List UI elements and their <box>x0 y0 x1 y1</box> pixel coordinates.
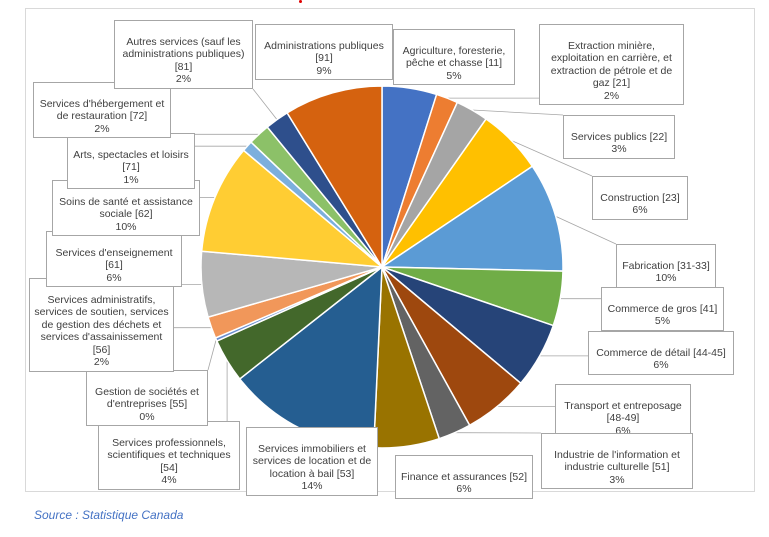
label-commerce-gros: Commerce de gros [41] 5% <box>601 287 724 331</box>
label-extraction: Extraction minière, exploitation en carr… <box>539 24 684 105</box>
label-autres-services: Autres services (sauf les administration… <box>114 20 253 89</box>
label-construction: Construction [23] 6% <box>592 176 688 220</box>
leader-line-18 <box>252 88 278 120</box>
leader-lines <box>171 88 617 434</box>
pie-slices <box>200 85 564 449</box>
label-information: Industrie de l'information et industrie … <box>541 433 693 489</box>
label-fabrication: Fabrication [31-33] 10% <box>616 244 716 288</box>
label-agriculture: Agriculture, foresterie, pêche et chasse… <box>393 29 515 85</box>
leader-line-12 <box>207 339 217 371</box>
label-commerce-detail: Commerce de détail [44-45] 6% <box>588 331 734 375</box>
label-sante: Soins de santé et assistance sociale [62… <box>52 180 200 236</box>
chart-area: Agriculture, foresterie, pêche et chasse… <box>25 8 755 499</box>
pie-slice-19 <box>286 85 383 270</box>
label-transport: Transport et entreposage [48-49] 6% <box>555 384 691 440</box>
label-enseignement: Services d'enseignement [61] 6% <box>46 231 182 287</box>
leader-line-4 <box>555 216 617 245</box>
label-services-publics: Services publics [22] 3% <box>563 115 675 159</box>
pie-chart <box>171 85 617 449</box>
label-immobilier: Services immobiliers et services de loca… <box>246 427 378 496</box>
marker-dot <box>299 0 302 3</box>
label-administrations: Administrations publiques [91] 9% <box>255 24 393 80</box>
leader-line-2 <box>472 109 564 116</box>
label-arts: Arts, spectacles et loisirs [71] 1% <box>67 133 195 189</box>
label-gestion: Gestion de sociétés et d'entreprises [55… <box>86 370 208 426</box>
label-finance: Finance et assurances [52] 6% <box>395 455 533 499</box>
source-note: Source : Statistique Canada <box>34 508 184 522</box>
pie-slice-4 <box>379 165 564 272</box>
label-administratifs: Services administratifs, services de sou… <box>29 278 174 372</box>
leader-line-3 <box>511 140 593 177</box>
pie-slice-15 <box>200 149 385 268</box>
label-hebergement: Services d'hébergement et de restauratio… <box>33 82 171 138</box>
label-professionnels: Services professionnels, scientifiques e… <box>98 421 240 490</box>
